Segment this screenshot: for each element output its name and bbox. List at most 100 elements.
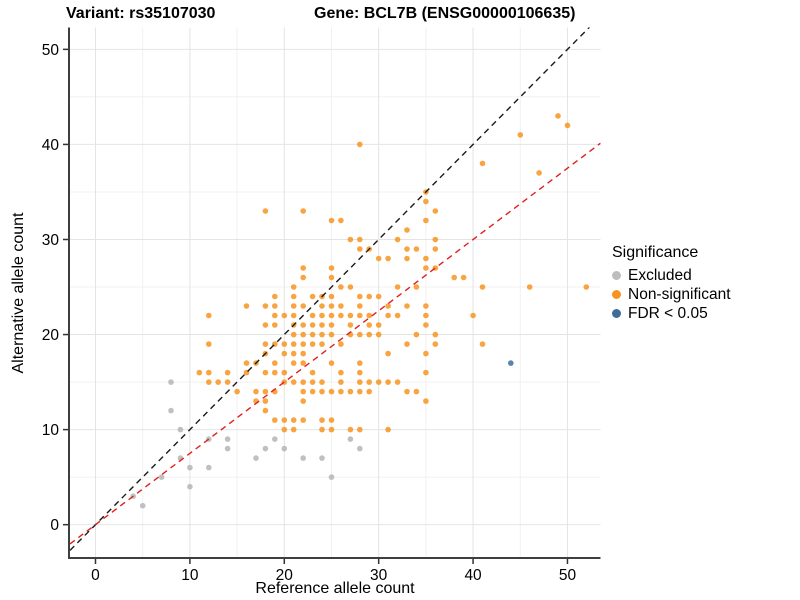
x-tick-label: 0 bbox=[91, 567, 100, 584]
data-point-non_significant bbox=[262, 303, 269, 309]
data-point-non_significant bbox=[262, 369, 269, 376]
data-point-non_significant bbox=[338, 217, 344, 224]
data-point-non_significant bbox=[281, 426, 288, 433]
legend: Significance Excluded Non-significant FDR … bbox=[612, 244, 731, 323]
data-point-non_significant bbox=[290, 331, 297, 338]
data-point-non_significant bbox=[206, 312, 212, 319]
data-point-non_significant bbox=[366, 312, 373, 319]
y-tick-label: 0 bbox=[50, 517, 59, 534]
data-point-non_significant bbox=[357, 388, 363, 395]
legend-item-0: Excluded bbox=[612, 266, 731, 285]
data-point-non_significant bbox=[366, 322, 373, 328]
data-point-non_significant bbox=[423, 217, 429, 224]
data-point-non_significant bbox=[404, 303, 410, 309]
data-point-non_significant bbox=[328, 293, 335, 300]
legend-item-2: FDR < 0.05 bbox=[612, 304, 731, 323]
data-point-non_significant bbox=[290, 284, 297, 290]
y-tick-label: 20 bbox=[42, 327, 60, 344]
data-point-non_significant bbox=[328, 388, 335, 395]
data-point-non_significant bbox=[262, 388, 269, 395]
data-point-non_significant bbox=[281, 341, 288, 347]
data-point-non_significant bbox=[385, 350, 391, 357]
legend-title: Significance bbox=[612, 244, 699, 261]
data-point-non_significant bbox=[319, 417, 325, 423]
data-point-excluded bbox=[347, 436, 354, 442]
data-point-non_significant bbox=[206, 341, 212, 347]
data-point-non_significant bbox=[300, 388, 307, 395]
data-point-excluded bbox=[328, 474, 335, 480]
data-point-non_significant bbox=[413, 284, 420, 290]
data-point-non_significant bbox=[423, 369, 429, 376]
data-point-non_significant bbox=[309, 341, 316, 347]
data-point-non_significant bbox=[347, 312, 354, 319]
data-point-non_significant bbox=[385, 312, 391, 319]
data-point-non_significant bbox=[451, 274, 458, 281]
data-point-non_significant bbox=[309, 312, 316, 319]
data-point-excluded bbox=[357, 445, 363, 452]
data-point-non_significant bbox=[583, 284, 590, 290]
data-point-non_significant bbox=[338, 312, 344, 319]
data-point-non_significant bbox=[404, 388, 410, 395]
data-point-non_significant bbox=[328, 217, 335, 224]
data-point-non_significant bbox=[328, 331, 335, 338]
data-point-non_significant bbox=[196, 369, 203, 376]
data-point-non_significant bbox=[309, 293, 316, 300]
data-point-non_significant bbox=[564, 122, 571, 129]
data-point-non_significant bbox=[290, 293, 297, 300]
data-point-non_significant bbox=[357, 331, 363, 338]
data-point-non_significant bbox=[460, 274, 467, 281]
data-point-non_significant bbox=[432, 246, 439, 252]
y-tick-label: 10 bbox=[42, 422, 60, 439]
data-point-non_significant bbox=[423, 398, 429, 404]
data-point-non_significant bbox=[526, 284, 533, 290]
data-point-excluded bbox=[300, 455, 307, 461]
data-point-non_significant bbox=[479, 160, 486, 167]
data-point-non_significant bbox=[290, 350, 297, 357]
data-point-non_significant bbox=[375, 322, 382, 328]
data-point-excluded bbox=[224, 445, 231, 452]
data-point-non_significant bbox=[328, 265, 335, 271]
data-point-non_significant bbox=[224, 379, 231, 385]
data-point-non_significant bbox=[404, 246, 410, 252]
data-point-non_significant bbox=[338, 341, 344, 347]
data-point-non_significant bbox=[328, 303, 335, 309]
data-point-non_significant bbox=[309, 369, 316, 376]
data-point-non_significant bbox=[394, 379, 401, 385]
data-point-non_significant bbox=[262, 322, 269, 328]
data-point-non_significant bbox=[253, 388, 259, 395]
data-point-non_significant bbox=[281, 417, 288, 423]
data-point-excluded bbox=[281, 445, 288, 452]
x-tick-label: 30 bbox=[370, 567, 388, 584]
identity-line bbox=[70, 27, 591, 551]
data-point-non_significant bbox=[385, 426, 391, 433]
data-point-non_significant bbox=[290, 379, 297, 385]
data-point-non_significant bbox=[290, 360, 297, 366]
data-point-non_significant bbox=[357, 426, 363, 433]
y-tick-label: 50 bbox=[42, 42, 60, 59]
data-point-non_significant bbox=[404, 341, 410, 347]
data-point-excluded bbox=[187, 483, 193, 490]
data-point-excluded bbox=[139, 502, 146, 509]
data-point-non_significant bbox=[300, 350, 307, 357]
data-point-fdr bbox=[508, 360, 514, 366]
data-point-non_significant bbox=[423, 255, 429, 262]
data-point-non_significant bbox=[394, 236, 401, 243]
data-point-non_significant bbox=[300, 379, 307, 385]
y-axis-label: Alternative allele count bbox=[10, 212, 27, 374]
data-point-non_significant bbox=[357, 312, 363, 319]
data-point-excluded bbox=[168, 407, 174, 414]
data-point-non_significant bbox=[432, 208, 439, 214]
data-point-non_significant bbox=[423, 350, 429, 357]
data-point-non_significant bbox=[347, 322, 354, 328]
data-point-non_significant bbox=[206, 379, 212, 385]
data-point-non_significant bbox=[328, 274, 335, 281]
data-point-non_significant bbox=[309, 388, 316, 395]
data-point-non_significant bbox=[290, 312, 297, 319]
data-point-non_significant bbox=[300, 360, 307, 366]
data-point-non_significant bbox=[215, 379, 221, 385]
data-point-non_significant bbox=[413, 331, 420, 338]
data-point-non_significant bbox=[517, 132, 524, 138]
data-point-non_significant bbox=[300, 265, 307, 271]
data-point-non_significant bbox=[309, 331, 316, 338]
